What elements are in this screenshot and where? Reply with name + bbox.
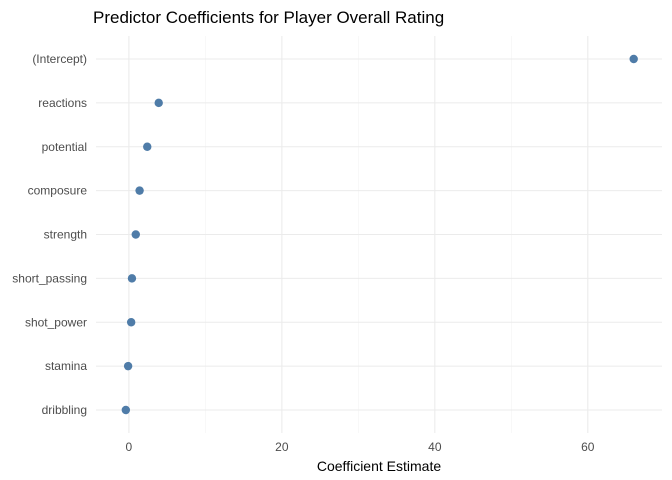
x-tick-label-0: 0 bbox=[126, 440, 133, 454]
point-4 bbox=[131, 230, 140, 239]
point-2 bbox=[143, 142, 152, 151]
point-3 bbox=[135, 186, 144, 195]
y-tick-label-0: (Intercept) bbox=[32, 52, 87, 66]
y-tick-label-8: dribbling bbox=[42, 403, 87, 417]
y-tick-label-3: composure bbox=[28, 184, 88, 198]
y-tick-label-7: stamina bbox=[45, 359, 87, 373]
y-tick-label-6: shot_power bbox=[25, 315, 87, 329]
y-tick-label-1: reactions bbox=[38, 96, 87, 110]
y-tick-label-4: strength bbox=[44, 228, 87, 242]
x-tick-label-3: 60 bbox=[581, 440, 595, 454]
y-axis-tick-labels: (Intercept) reactions potential composure st… bbox=[12, 52, 87, 417]
x-tick-label-2: 40 bbox=[428, 440, 442, 454]
chart-title: Predictor Coefficients for Player Overal… bbox=[93, 8, 444, 27]
point-8 bbox=[121, 405, 131, 415]
x-tick-label-1: 20 bbox=[275, 440, 289, 454]
point-5 bbox=[127, 274, 137, 283]
point-0 bbox=[629, 54, 638, 64]
x-axis-title: Coefficient Estimate bbox=[317, 458, 441, 474]
major-gridlines bbox=[96, 36, 662, 433]
coefficient-points bbox=[121, 54, 638, 415]
x-axis-tick-labels: 0 20 40 60 bbox=[126, 440, 595, 454]
point-1 bbox=[154, 98, 163, 108]
point-6 bbox=[126, 318, 136, 327]
y-tick-label-2: potential bbox=[42, 140, 87, 154]
y-tick-label-5: short_passing bbox=[12, 271, 87, 285]
point-7 bbox=[123, 361, 133, 371]
